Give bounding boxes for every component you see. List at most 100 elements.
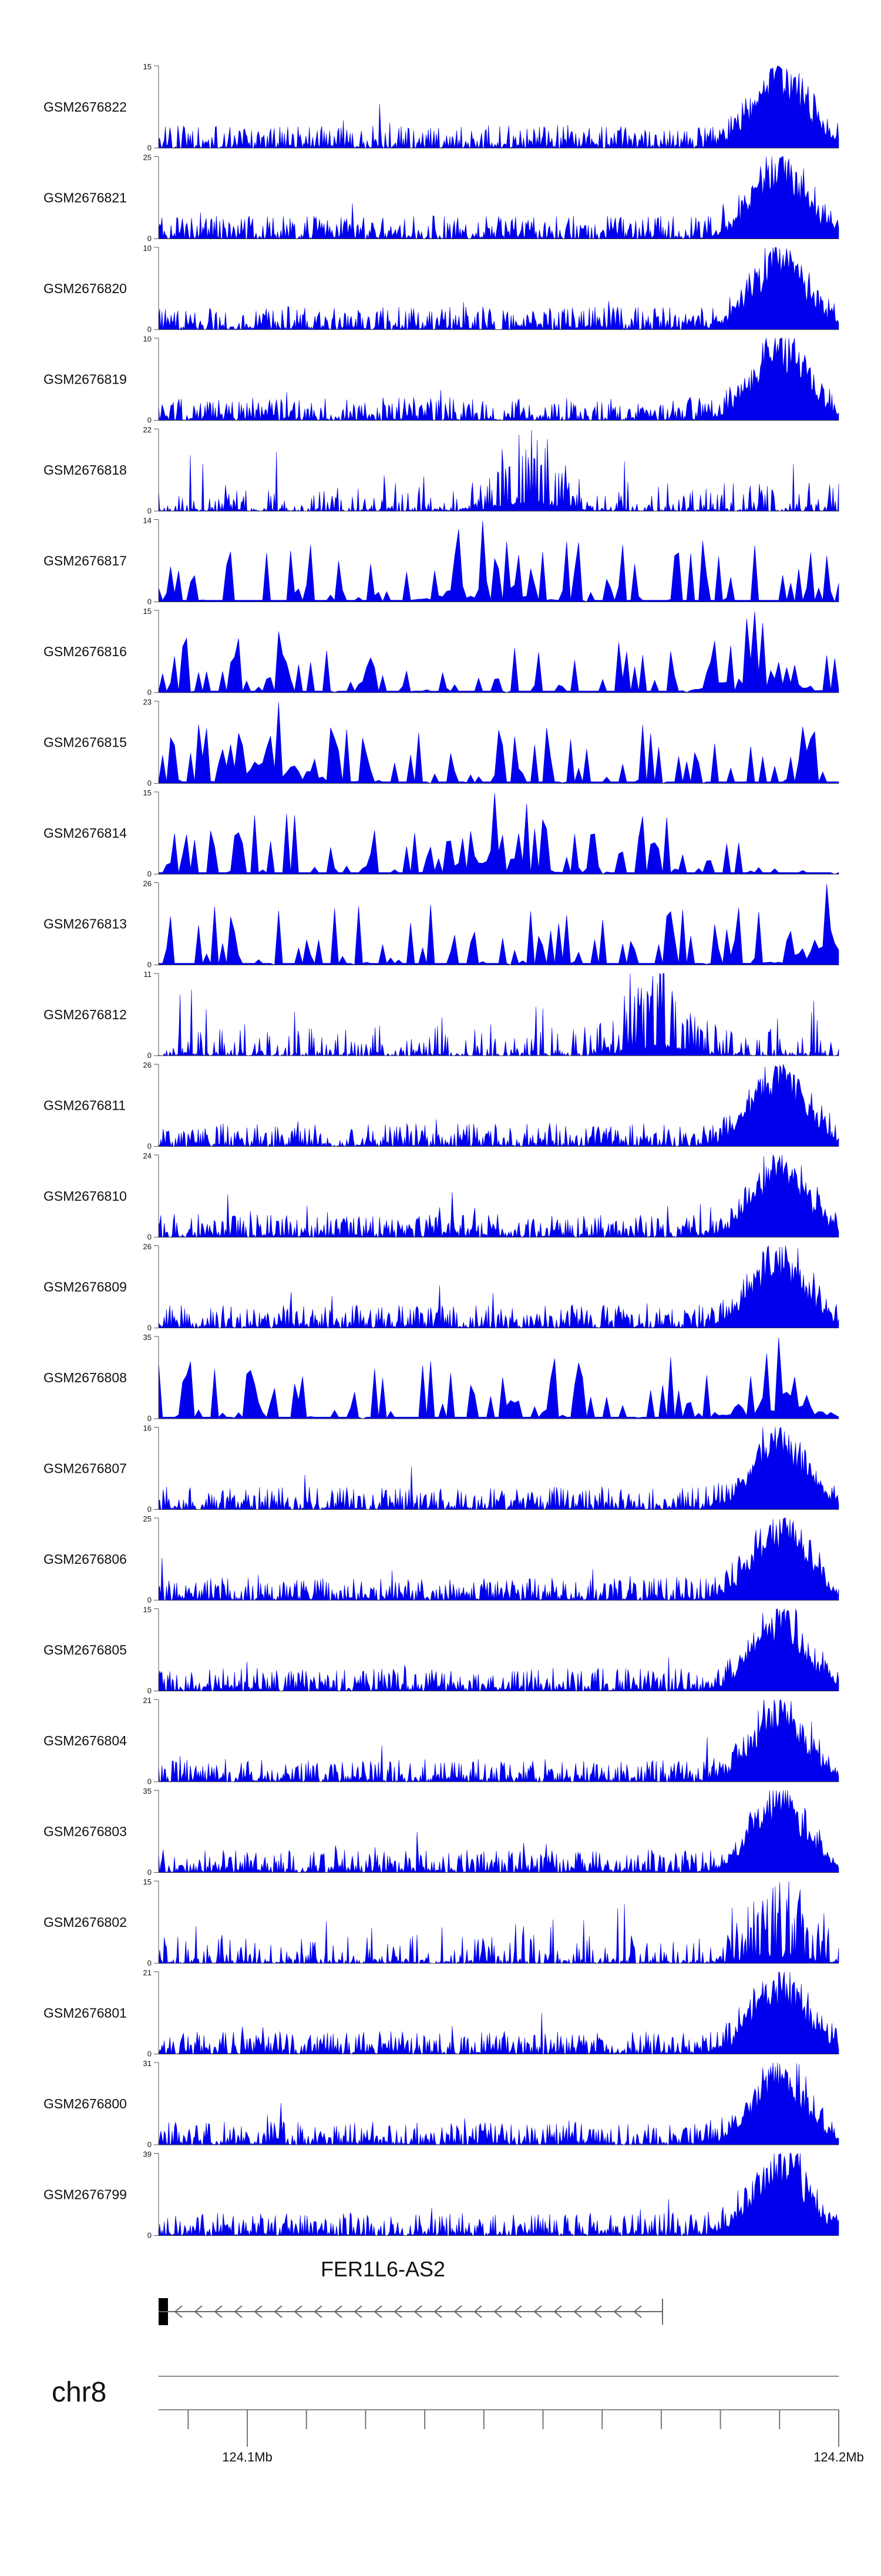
strand-chevron-icon	[294, 2305, 302, 2318]
y-max-label: 22	[143, 425, 152, 434]
coverage-area-GSM2676821	[158, 156, 839, 240]
strand-chevron-icon	[613, 2305, 622, 2318]
y-zero-label: 0	[147, 869, 152, 878]
track-label: GSM2676810	[43, 1188, 127, 1204]
coverage-area-GSM2676813	[158, 884, 839, 965]
y-zero-label: 0	[147, 506, 152, 515]
track-label: GSM2676821	[43, 190, 127, 206]
track-label: GSM2676805	[43, 1643, 127, 1658]
coverage-area-GSM2676800	[158, 2062, 839, 2146]
coverage-area-GSM2676806	[158, 1517, 839, 1601]
y-max-label: 25	[143, 153, 152, 162]
track-label: GSM2676806	[43, 1551, 127, 1567]
y-zero-label: 0	[147, 779, 152, 788]
coverage-area-GSM2676814	[158, 792, 839, 875]
track-label: GSM2676807	[43, 1461, 127, 1476]
chromosome-label: chr8	[52, 2377, 106, 2408]
coverage-area-GSM2676807	[158, 1426, 839, 1510]
y-zero-label: 0	[147, 325, 152, 334]
coverage-area-GSM2676812	[158, 973, 839, 1056]
y-zero-label: 0	[147, 1959, 152, 1967]
strand-chevron-icon	[194, 2305, 203, 2318]
track-label: GSM2676811	[43, 1098, 126, 1113]
axis-tick-label: 124.2Mb	[813, 2450, 864, 2464]
coverage-area-GSM2676805	[158, 1608, 839, 1692]
strand-chevron-icon	[533, 2305, 542, 2318]
y-zero-label: 0	[147, 1051, 152, 1060]
y-max-label: 10	[143, 335, 152, 344]
y-max-label: 31	[143, 2059, 152, 2068]
coverage-area-GSM2676801	[158, 1971, 839, 2055]
y-zero-label: 0	[147, 2050, 152, 2058]
y-zero-label: 0	[147, 1868, 152, 1877]
coverage-area-GSM2676820	[158, 247, 839, 330]
y-max-label: 16	[143, 1424, 152, 1433]
coverage-area-GSM2676799	[158, 2152, 839, 2236]
strand-chevron-icon	[214, 2305, 223, 2318]
y-max-label: 21	[143, 1696, 152, 1705]
y-max-label: 39	[143, 2150, 152, 2159]
track-label: GSM2676817	[43, 553, 127, 569]
y-zero-label: 0	[147, 416, 152, 425]
track-label: GSM2676822	[43, 99, 127, 115]
y-max-label: 11	[144, 970, 152, 979]
strand-chevron-icon	[573, 2305, 582, 2318]
y-zero-label: 0	[147, 2140, 152, 2149]
y-zero-label: 0	[147, 1232, 152, 1241]
strand-chevron-icon	[473, 2305, 482, 2318]
track-label: GSM2676801	[43, 2006, 127, 2021]
track-label: GSM2676816	[43, 644, 127, 659]
y-max-label: 15	[143, 607, 152, 616]
y-zero-label: 0	[147, 1142, 152, 1151]
strand-chevron-icon	[374, 2305, 382, 2318]
coverage-area-GSM2676802	[158, 1880, 839, 1964]
strand-chevron-icon	[413, 2305, 422, 2318]
coverage-area-GSM2676818	[158, 429, 839, 512]
coverage-area-GSM2676819	[158, 338, 839, 421]
coverage-area-GSM2676817	[158, 520, 839, 603]
y-max-label: 26	[143, 1061, 152, 1070]
track-label: GSM2676815	[43, 735, 127, 750]
y-max-label: 26	[143, 879, 152, 888]
y-zero-label: 0	[147, 960, 152, 969]
y-zero-label: 0	[147, 1596, 152, 1604]
gene-name: FER1L6-AS2	[321, 2257, 445, 2281]
y-max-label: 10	[143, 244, 152, 253]
track-label: GSM2676802	[43, 1915, 127, 1930]
strand-chevron-icon	[394, 2305, 402, 2318]
axis-tick-label: 124.1Mb	[222, 2450, 273, 2464]
track-label: GSM2676808	[43, 1370, 127, 1385]
track-label: GSM2676812	[43, 1007, 127, 1022]
strand-chevron-icon	[334, 2305, 342, 2318]
y-max-label: 23	[143, 698, 152, 707]
track-label: GSM2676814	[43, 825, 127, 841]
track-label: GSM2676818	[43, 462, 127, 478]
y-max-label: 26	[143, 1242, 152, 1251]
coverage-area-GSM2676810	[158, 1154, 839, 1238]
strand-chevron-icon	[234, 2305, 243, 2318]
strand-chevron-icon	[593, 2305, 602, 2318]
track-label: GSM2676820	[43, 281, 127, 296]
y-zero-label: 0	[147, 597, 152, 606]
coverage-area-GSM2676803	[158, 1790, 839, 1873]
strand-chevron-icon	[314, 2305, 322, 2318]
y-zero-label: 0	[147, 688, 152, 697]
y-zero-label: 0	[147, 1324, 152, 1332]
y-max-label: 35	[143, 1333, 152, 1342]
coverage-area-GSM2676822	[158, 65, 839, 149]
coverage-area-GSM2676815	[158, 702, 839, 784]
y-zero-label: 0	[147, 2231, 152, 2240]
track-label: GSM2676800	[43, 2096, 127, 2111]
y-max-label: 35	[143, 1787, 152, 1796]
y-zero-label: 0	[147, 143, 152, 152]
track-label: GSM2676799	[43, 2187, 127, 2202]
strand-chevron-icon	[453, 2305, 462, 2318]
y-max-label: 21	[143, 1969, 152, 1977]
y-max-label: 15	[143, 1878, 152, 1886]
y-max-label: 15	[143, 788, 152, 797]
track-label: GSM2676803	[43, 1824, 127, 1839]
track-label: GSM2676804	[43, 1733, 127, 1748]
y-zero-label: 0	[147, 1414, 152, 1423]
strand-chevron-icon	[433, 2305, 442, 2318]
